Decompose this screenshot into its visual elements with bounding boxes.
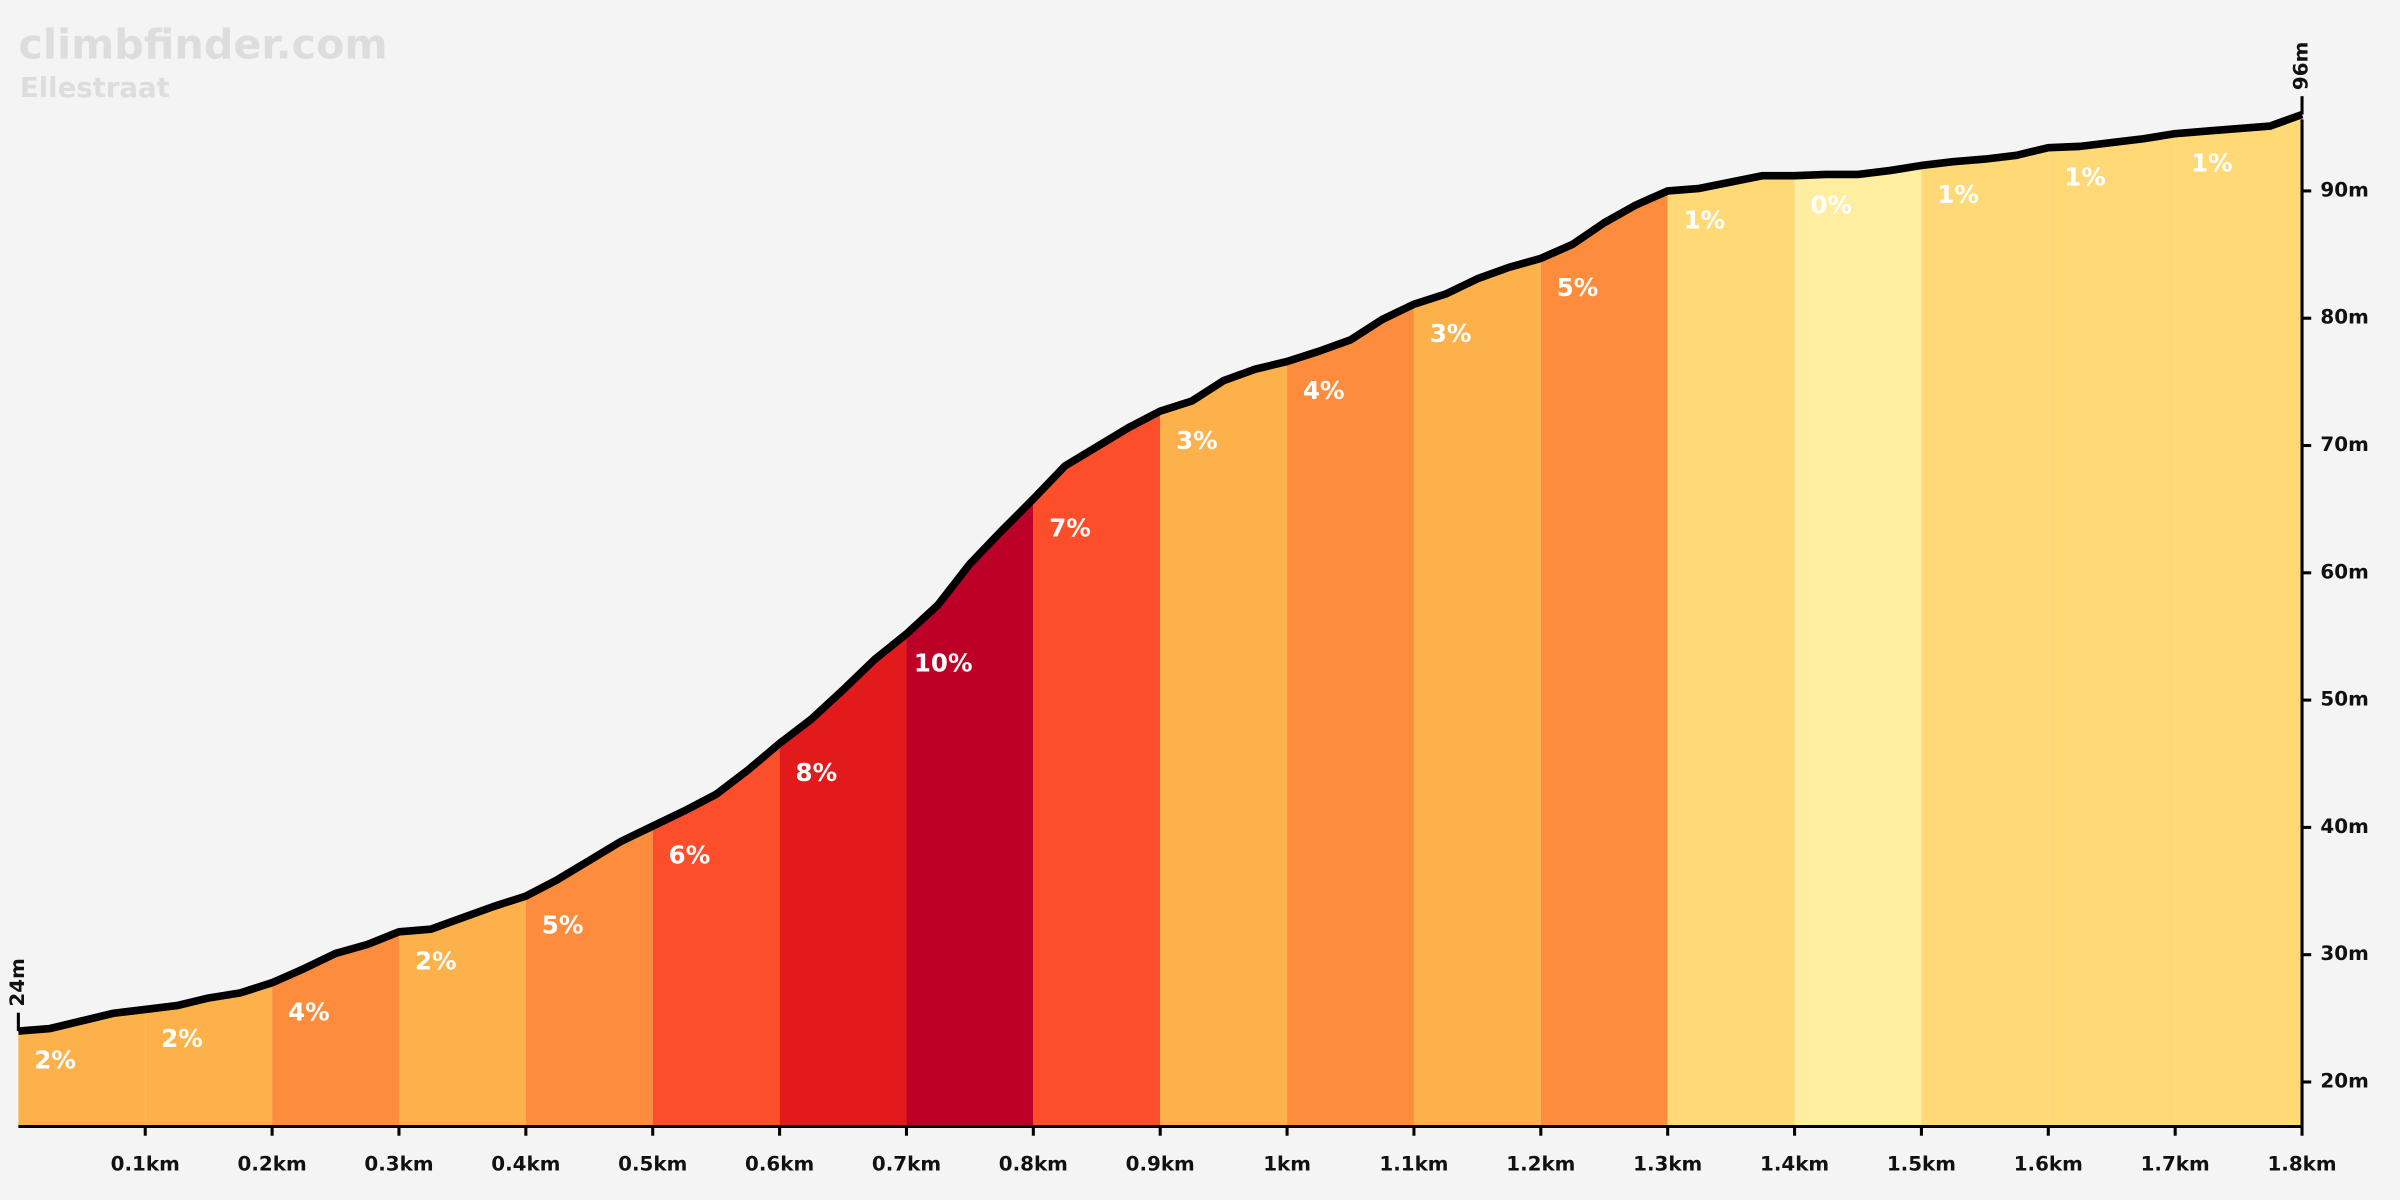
- annotation-label: 96m: [2290, 42, 2313, 90]
- x-tick-label: 0.9km: [1126, 1152, 1195, 1175]
- x-tick-label: 0.1km: [111, 1152, 180, 1175]
- grade-segment: [18, 1009, 146, 1127]
- x-tick-label: 1.8km: [2267, 1152, 2336, 1175]
- x-tick-label: 1.6km: [2014, 1152, 2083, 1175]
- y-tick-label: 60m: [2320, 560, 2368, 583]
- grade-segment: [398, 896, 526, 1127]
- grade-segment: [779, 633, 907, 1127]
- x-tick-label: 0.7km: [872, 1152, 941, 1175]
- grade-segment: [525, 826, 653, 1127]
- grade-label: 3%: [1430, 319, 1472, 348]
- x-tick-label: 0.4km: [491, 1152, 560, 1175]
- grade-segment: [906, 498, 1034, 1127]
- climb-name: Ellestraat: [20, 72, 170, 104]
- y-tick-label: 20m: [2320, 1069, 2368, 1092]
- x-tick-label: 1.5km: [1887, 1152, 1956, 1175]
- x-tick-label: 0.8km: [999, 1152, 1068, 1175]
- grade-label: 1%: [1684, 206, 1726, 235]
- grade-segment: [272, 931, 399, 1127]
- grade-label: 1%: [2064, 162, 2106, 191]
- grade-label: 6%: [669, 841, 711, 870]
- y-tick-label: 70m: [2320, 433, 2368, 456]
- x-tick-label: 0.3km: [364, 1152, 433, 1175]
- grade-label: 1%: [2191, 148, 2233, 177]
- grade-segment: [1540, 190, 1668, 1127]
- grade-segment: [145, 982, 273, 1127]
- grade-label: 5%: [1557, 273, 1599, 302]
- grade-segment: [1287, 304, 1414, 1127]
- grade-segment: [1794, 165, 1922, 1127]
- grade-label: 4%: [1303, 376, 1345, 405]
- grade-segment: [1033, 411, 1161, 1127]
- grade-segment: [2048, 133, 2176, 1127]
- x-tick-label: 1.7km: [2141, 1152, 2210, 1175]
- y-tick-label: 40m: [2320, 815, 2368, 838]
- grade-segment: [1413, 258, 1541, 1127]
- grade-segment: [1921, 147, 2049, 1127]
- elevation-line: [18, 110, 2304, 1035]
- brand: climbfinder.com: [18, 20, 387, 68]
- grade-label: 8%: [796, 758, 838, 787]
- x-tick-label: 0.6km: [745, 1152, 814, 1175]
- x-tick-label: 1.3km: [1633, 1152, 1702, 1175]
- grade-label: 1%: [1937, 180, 1979, 209]
- annotation-label: 24m: [6, 958, 29, 1006]
- grade-label: 10%: [914, 649, 973, 678]
- x-tick-label: 1.1km: [1379, 1152, 1448, 1175]
- grade-label: 2%: [161, 1024, 203, 1053]
- grade-segment: [1160, 361, 1288, 1127]
- grade-label: 7%: [1049, 514, 1091, 543]
- grade-label: 4%: [288, 997, 330, 1026]
- grade-segment: [2175, 114, 2303, 1127]
- x-tick-label: 0.2km: [238, 1152, 307, 1175]
- grade-label: 2%: [34, 1046, 76, 1075]
- x-tick-label: 0.5km: [618, 1152, 687, 1175]
- grade-label: 2%: [415, 946, 457, 975]
- grade-label: 0%: [1811, 190, 1853, 219]
- grade-segment: [652, 743, 780, 1127]
- y-tick-label: 30m: [2320, 942, 2368, 965]
- x-tick-label: 1.4km: [1760, 1152, 1829, 1175]
- y-tick-label: 90m: [2320, 178, 2368, 201]
- y-tick-label: 50m: [2320, 688, 2368, 711]
- grade-label: 3%: [1176, 426, 1218, 455]
- x-tick-label: 1.2km: [1506, 1152, 1575, 1175]
- x-tick-label: 1km: [1263, 1152, 1311, 1175]
- grade-label: 5%: [542, 911, 584, 940]
- y-tick-label: 80m: [2320, 306, 2368, 329]
- grade-segment: [1667, 175, 1795, 1127]
